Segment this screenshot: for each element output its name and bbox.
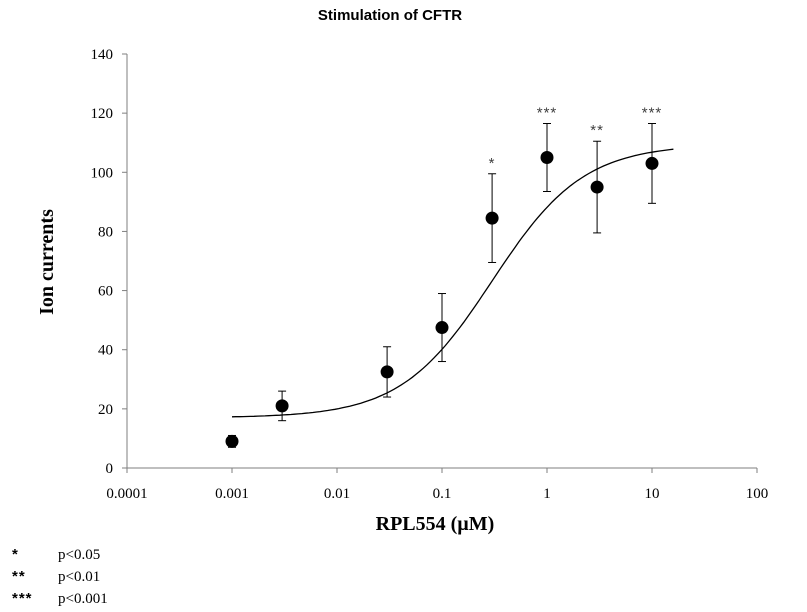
x-tick-label: 0.001 <box>215 486 249 502</box>
data-point <box>485 211 499 225</box>
y-tick-label: 40 <box>98 343 113 359</box>
data-point <box>645 156 659 170</box>
legend-row: *** p<0.001 <box>12 588 108 610</box>
x-tick-label: 10 <box>645 486 660 502</box>
x-tick-label: 0.0001 <box>106 486 147 502</box>
fit-curve <box>231 148 674 418</box>
legend-row: ** p<0.01 <box>12 566 108 588</box>
data-point <box>380 365 394 379</box>
legend-row: * p<0.05 <box>12 544 108 566</box>
significance-legend: * p<0.05 ** p<0.01 *** p<0.001 <box>12 544 108 610</box>
significance-label: *** <box>537 104 558 121</box>
data-marks: ********* <box>225 104 663 448</box>
legend-symbol: *** <box>12 590 33 607</box>
legend-text: p<0.01 <box>58 569 101 585</box>
significance-label: * <box>489 155 496 172</box>
y-tick-label: 140 <box>91 47 114 63</box>
x-tick-label: 0.1 <box>433 486 452 502</box>
x-tick-label: 100 <box>746 486 769 502</box>
y-tick-label: 80 <box>98 224 113 240</box>
significance-label: *** <box>642 104 663 121</box>
chart-title: Stimulation of CFTR <box>318 7 462 24</box>
data-point <box>275 399 289 413</box>
data-point <box>435 321 449 335</box>
legend-symbol: ** <box>12 568 26 585</box>
x-tick-label: 1 <box>543 486 551 502</box>
axes: 0 20 40 60 80 100 120 140 0.0001 0.001 0.01 0.1 1 10 1… <box>91 47 769 502</box>
y-tick-label: 60 <box>98 284 113 300</box>
data-point <box>540 151 554 164</box>
y-tick-label: 120 <box>91 106 114 122</box>
x-axis-title: RPL554 (µM) <box>376 513 495 535</box>
fit-curve-group <box>231 148 674 418</box>
x-tick-label: 0.01 <box>324 486 350 502</box>
y-axis-title: Ion currents <box>36 209 58 315</box>
significance-label: ** <box>590 122 604 139</box>
legend-text: p<0.05 <box>58 547 101 563</box>
y-tick-label: 20 <box>98 402 113 418</box>
data-point <box>225 434 239 448</box>
data-point <box>590 180 604 194</box>
y-tick-label: 100 <box>91 165 114 181</box>
y-tick-label: 0 <box>106 461 114 477</box>
legend-text: p<0.001 <box>58 591 108 607</box>
legend-symbol: * <box>12 546 19 563</box>
